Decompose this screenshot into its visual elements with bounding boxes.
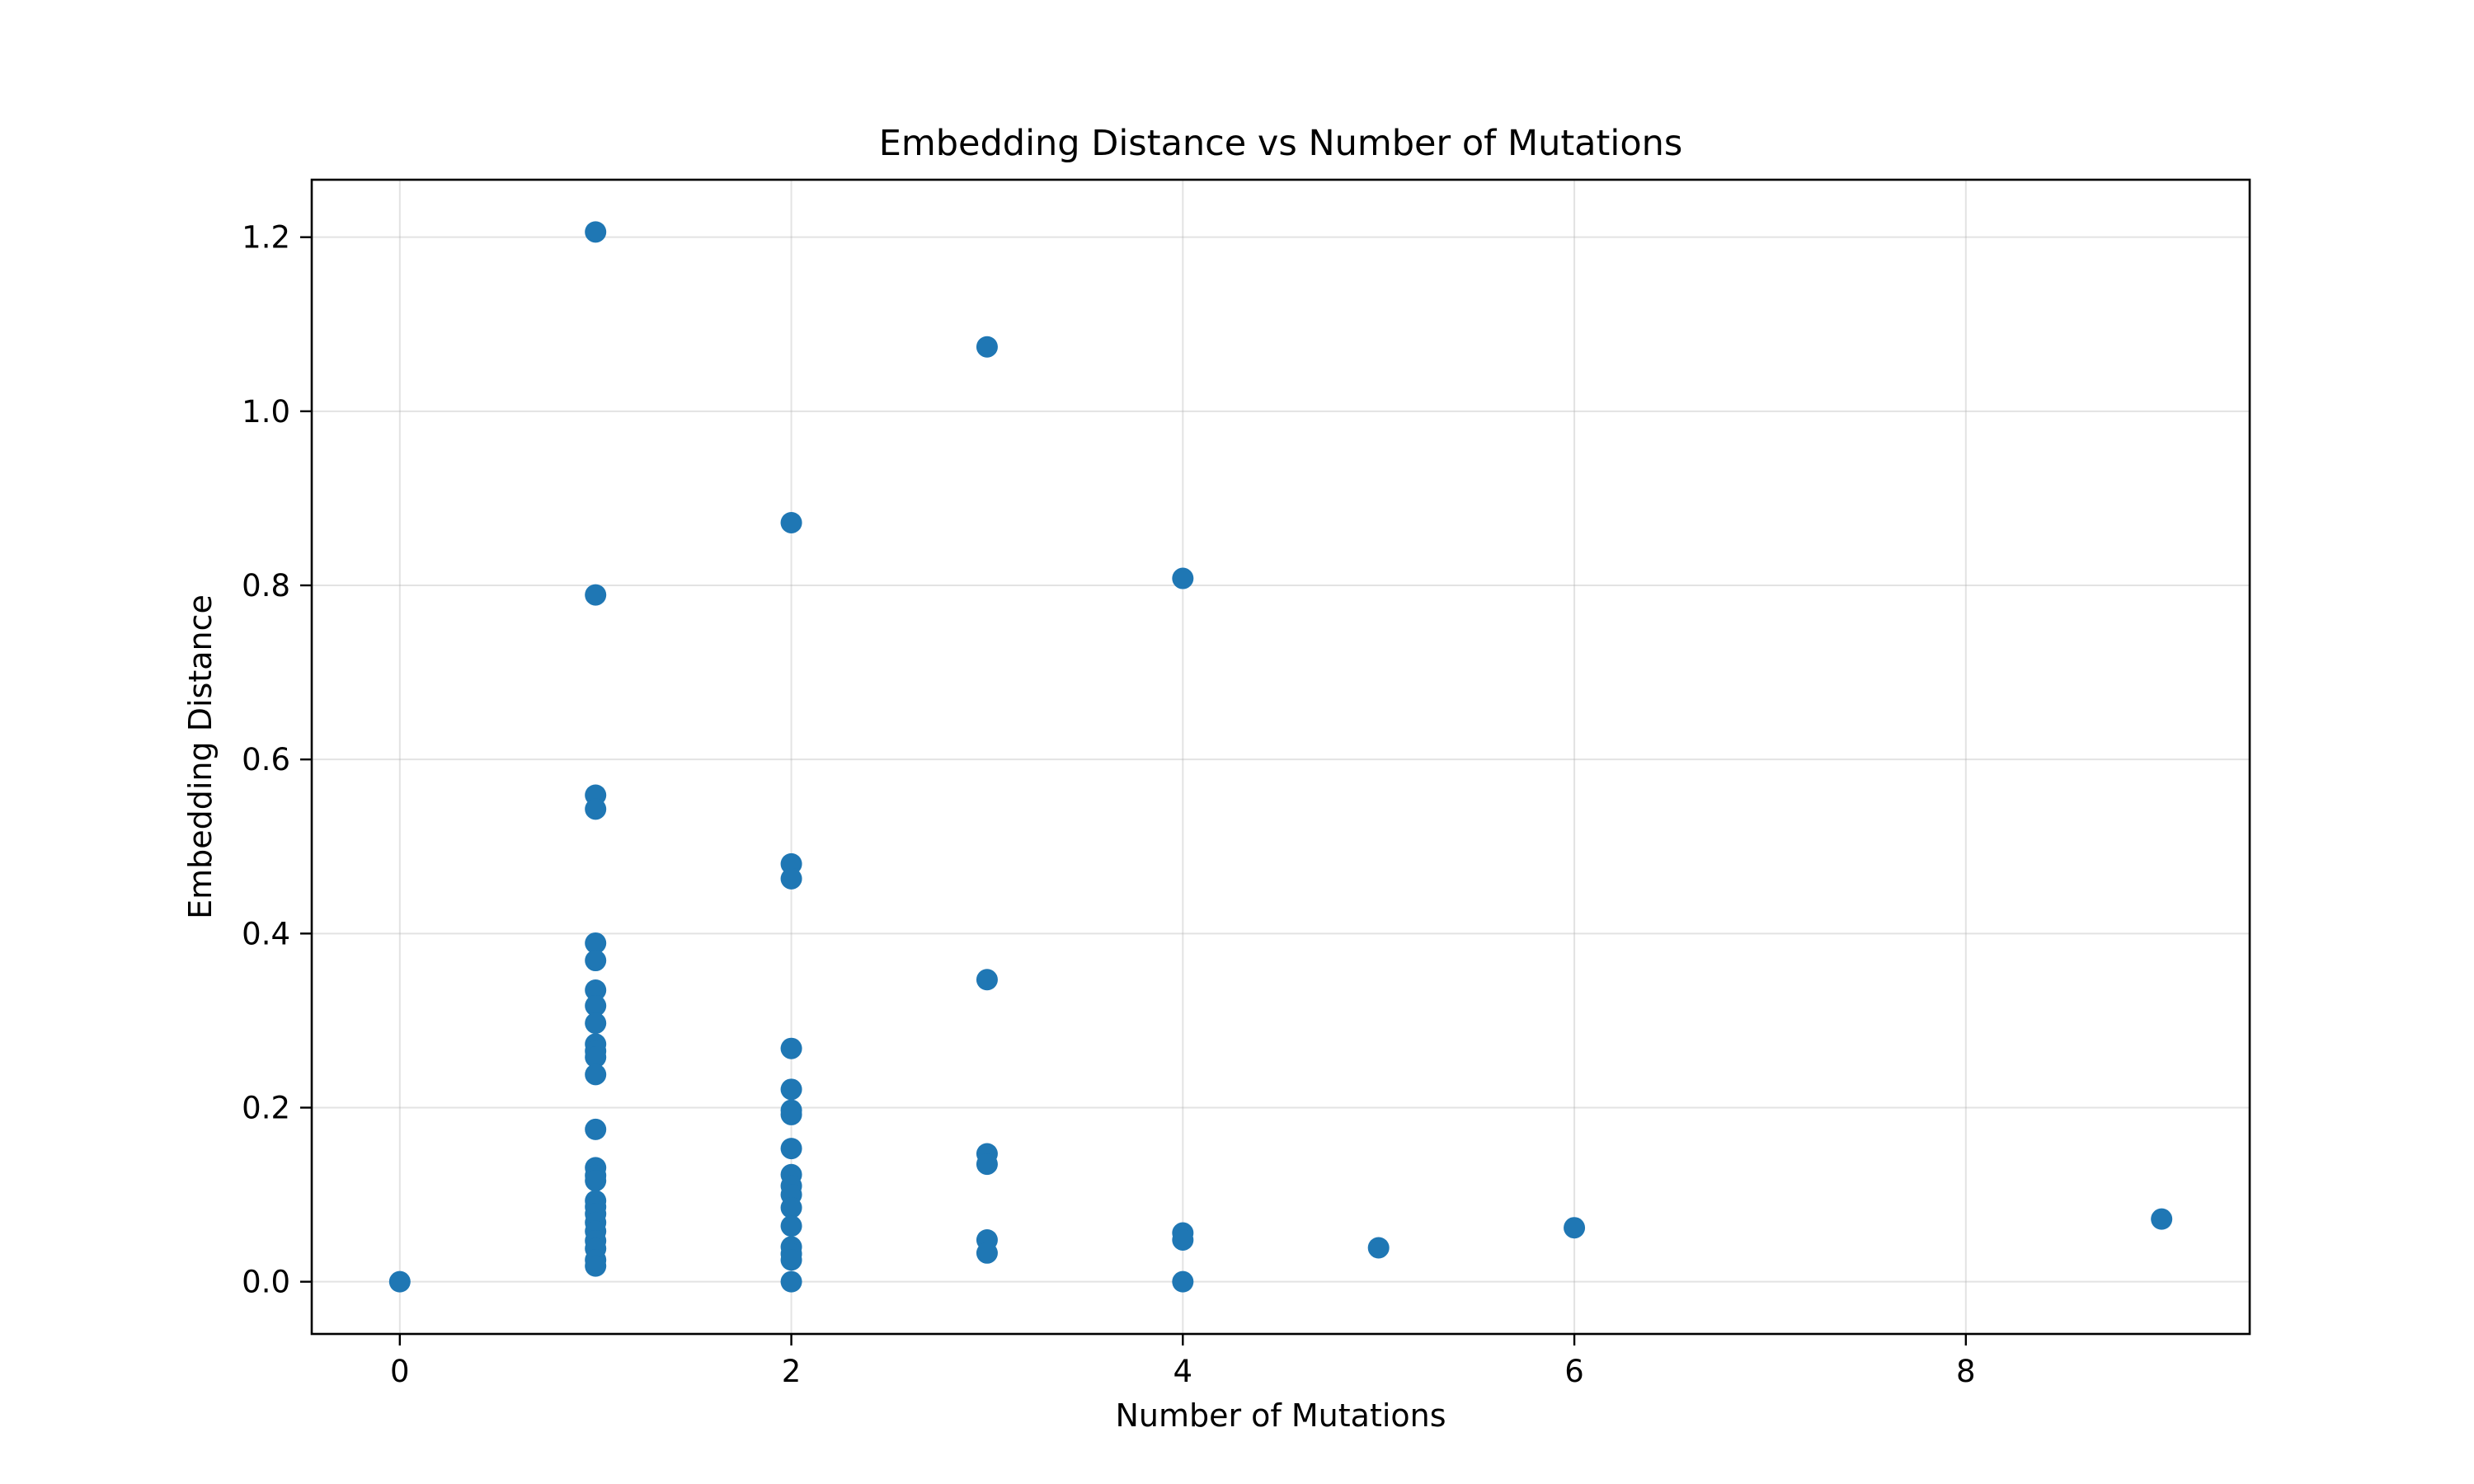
data-point: [1367, 1237, 1390, 1259]
y-tick-label: 0.2: [242, 1090, 290, 1125]
grid: [312, 180, 2250, 1334]
x-tick-label: 0: [390, 1354, 410, 1389]
y-axis-label: Embedding Distance: [182, 594, 219, 919]
data-point: [585, 932, 607, 954]
data-point: [780, 1270, 802, 1293]
data-point: [780, 1215, 802, 1237]
y-tick-label: 1.2: [242, 220, 290, 256]
y-tick-label: 0.0: [242, 1265, 290, 1300]
y-tick-label: 1.0: [242, 394, 290, 430]
data-point: [585, 1012, 607, 1035]
plot-frame: [310, 178, 2251, 1336]
data-point: [780, 1037, 802, 1059]
data-point: [585, 1046, 607, 1068]
x-tick-label: 4: [1174, 1354, 1193, 1389]
y-tick-label: 0.6: [242, 742, 290, 777]
data-point: [780, 1103, 802, 1125]
data-point: [780, 1078, 802, 1101]
data-point: [976, 1242, 998, 1264]
data-point: [388, 1270, 411, 1293]
x-axis-label: Number of Mutations: [1115, 1397, 1446, 1434]
chart-title: Embedding Distance vs Number of Mutation…: [879, 123, 1683, 164]
data-point: [780, 511, 802, 533]
data-point: [585, 950, 607, 972]
data-point: [1172, 1270, 1194, 1293]
data-point: [585, 798, 607, 820]
data-point: [585, 994, 607, 1017]
data-point: [585, 221, 607, 243]
data-point: [976, 1153, 998, 1176]
data-point: [585, 584, 607, 606]
axis-ticks: 0 2 4 6 8 0.0 0.2 0.4 0.6 0.8 1.0 1.2: [242, 220, 1975, 1389]
data-point: [780, 1196, 802, 1219]
data-point: [585, 1255, 607, 1277]
data-point: [585, 979, 607, 1001]
x-tick-label: 2: [782, 1354, 802, 1389]
data-point: [780, 867, 802, 890]
data-points: [388, 221, 2173, 1293]
data-point: [780, 1138, 802, 1160]
data-point: [585, 1064, 607, 1086]
x-tick-label: 6: [1564, 1354, 1584, 1389]
y-tick-label: 0.4: [242, 916, 290, 951]
data-point: [1564, 1217, 1586, 1239]
data-point: [976, 336, 998, 358]
data-point: [1172, 567, 1194, 589]
data-point: [976, 969, 998, 991]
y-tick-label: 0.8: [242, 568, 290, 603]
data-point: [1172, 1228, 1194, 1251]
data-point: [585, 1118, 607, 1140]
data-point: [2151, 1208, 2173, 1230]
data-point: [585, 1170, 607, 1192]
data-point: [780, 1249, 802, 1271]
x-tick-label: 8: [1956, 1354, 1976, 1389]
data-point: [780, 852, 802, 875]
